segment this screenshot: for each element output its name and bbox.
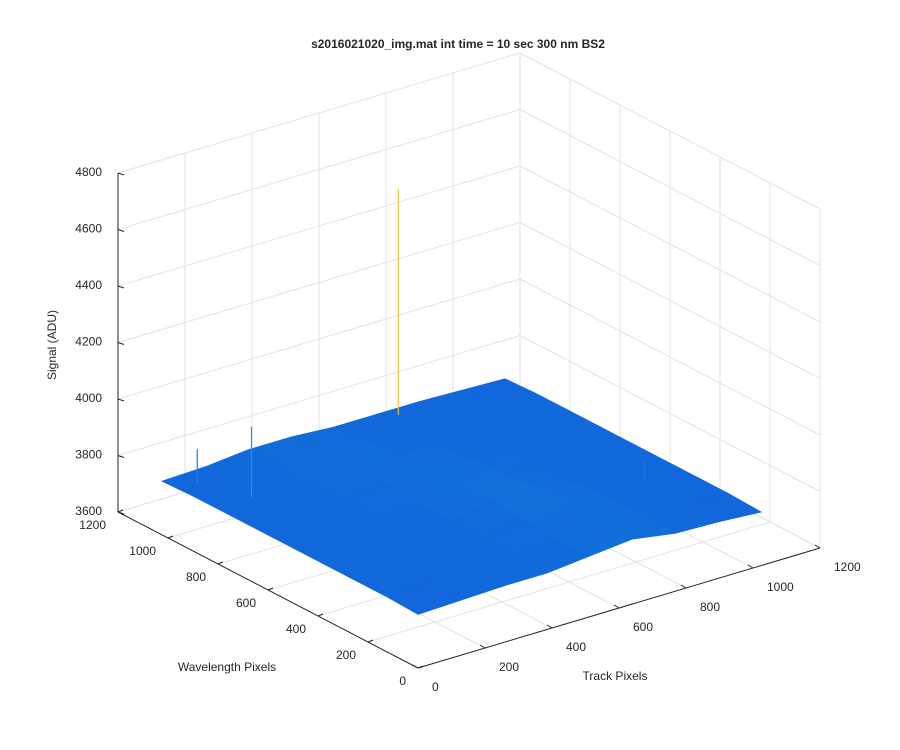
y-tick-label: 200 [336,648,356,662]
x-tick [479,644,486,649]
y-tick-label: 0 [399,674,406,688]
z-tick [117,342,125,345]
y-axis-label: Wavelength Pixels [178,660,276,674]
chart-title: s2016021020_img.mat int time = 10 sec 30… [311,37,605,51]
y-tick-label: 600 [236,596,256,610]
z-tick-label: 4200 [75,335,102,349]
x-axis-label: Track Pixels [583,669,648,683]
x-tick [412,664,419,669]
z-tick [117,285,125,289]
z-tick-label: 3800 [75,448,102,462]
grid-line [117,109,521,230]
x-tick-label: 400 [566,640,586,654]
x-tick-label: 1200 [834,560,861,574]
y-tick-label: 400 [286,622,306,636]
x-tick [546,624,553,629]
grid-line [519,109,821,266]
y-tick [217,561,224,565]
x-tick-label: 200 [499,660,519,674]
y-tick-label: 800 [186,570,206,584]
grid-line [117,52,521,174]
grid-line [519,222,821,379]
y-tick [417,665,424,669]
grid-line [519,52,821,210]
grid-line [117,335,521,456]
grid-line [117,165,521,287]
y-tick [267,587,274,591]
grid-line [519,278,821,436]
grid-line [519,335,821,492]
z-tick [117,398,125,402]
z-axis-label: Signal (ADU) [45,310,59,380]
x-tick [747,564,754,569]
y-tick [317,613,324,617]
y-tick [367,639,374,643]
z-tick [117,511,125,515]
y-tick-label: 1200 [79,518,106,532]
x-tick [680,584,687,589]
grid-line [117,278,521,400]
x-tick-label: 1000 [767,580,794,594]
grid-line [519,165,821,323]
grid-line [367,521,771,643]
x-tick-label: 0 [432,680,439,694]
grid-line [117,222,521,343]
x-tick-label: 800 [700,600,720,614]
z-tick-label: 4400 [75,278,102,292]
z-tick-label: 4000 [75,391,102,405]
z-tick-label: 3600 [75,504,102,518]
x-tick [613,604,620,609]
z-tick [117,229,125,232]
surface-patch [385,581,462,615]
z-tick-label: 4600 [75,222,102,236]
y-tick [117,509,124,513]
z-tick-label: 4800 [75,165,102,179]
y-tick-label: 1000 [129,544,156,558]
z-tick [117,455,125,458]
y-tick [167,535,174,539]
z-tick [117,172,125,176]
x-tick-label: 600 [633,620,653,634]
x-tick [814,544,821,549]
